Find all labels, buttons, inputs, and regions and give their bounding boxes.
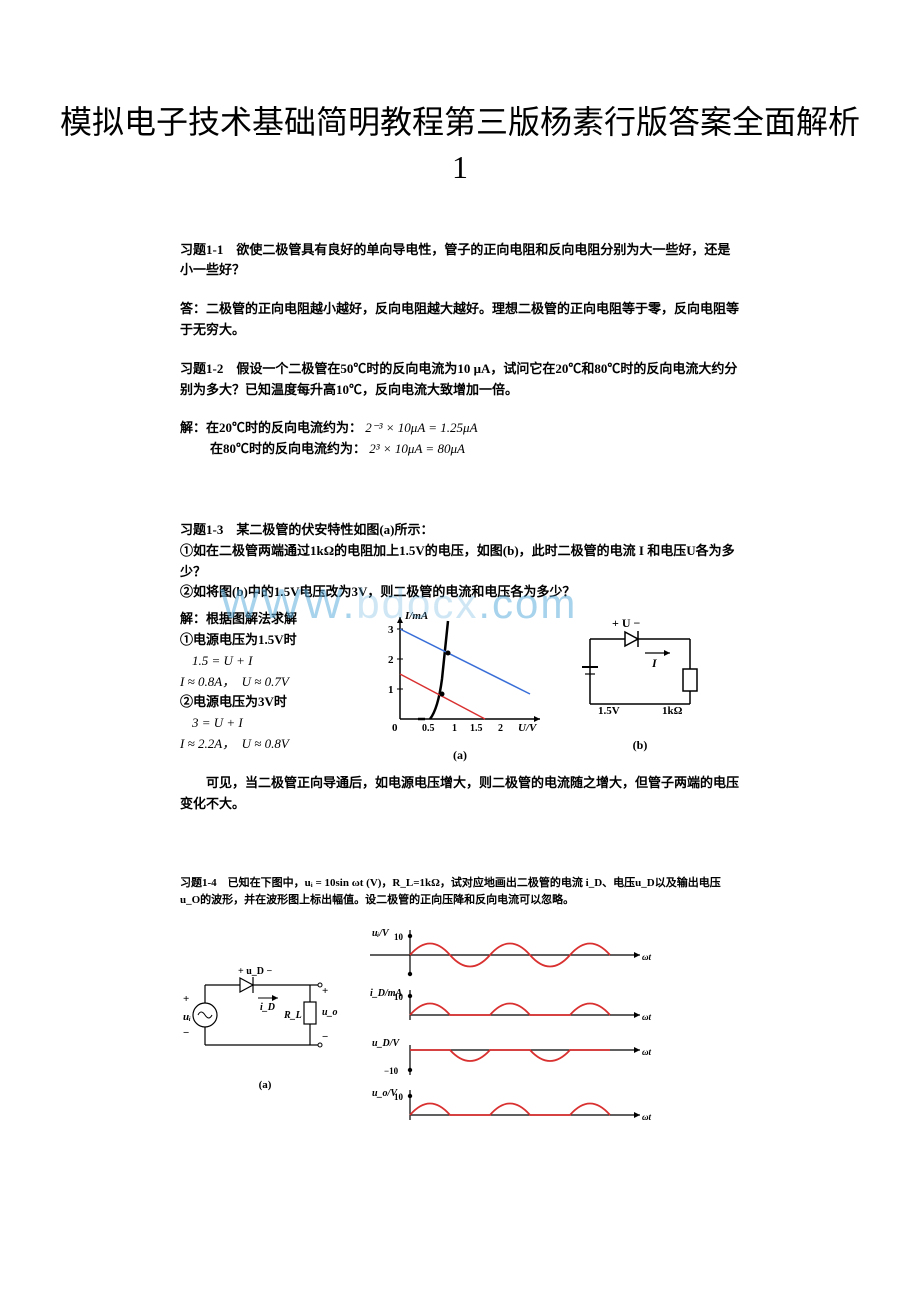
svg-text:3: 3 [388,624,394,636]
svg-text:1: 1 [452,723,457,734]
svg-text:I: I [651,656,658,670]
q4-circuit: + − uᵢ + u_D − i_D [180,960,350,1094]
q4-title: 习题1-4 已知在下图中，uᵢ = 10sin ωt (V)，R_L=1kΩ，试… [180,875,740,910]
svg-text:+: + [183,993,189,1005]
resistor-label: 1kΩ [662,705,683,717]
q3-case2-eq1: 3 = U + I [180,713,350,734]
svg-text:U/V: U/V [518,722,538,734]
q2-formula1: 2⁻³ × 10μA = 1.25μA [365,420,477,435]
svg-text:ωt: ωt [642,1047,652,1057]
u-label: + U − [612,616,641,630]
q3-p1: ①如在二极管两端通过1kΩ的电阻加上1.5V的电压，如图(b)，此时二极管的电流… [180,541,740,583]
svg-text:2: 2 [498,723,503,734]
svg-text:+ u_D −: + u_D − [238,966,272,977]
voltage-label: 1.5V [598,705,620,717]
svg-text:uᵢ/V: uᵢ/V [372,928,390,939]
q2-sol-label2: 在80℃时的反向电流约为： [210,441,366,456]
fig-b-label: (b) [570,736,710,755]
svg-text:0: 0 [392,722,398,734]
q3-case1-eq1: 1.5 = U + I [180,651,350,672]
svg-text:ωt: ωt [642,1112,652,1122]
problem-4: 习题1-4 已知在下图中，uᵢ = 10sin ωt (V)，R_L=1kΩ，试… [180,875,740,1157]
q3-title: 习题1-3 某二极管的伏安特性如图(a)所示： [180,520,740,541]
svg-text:u_D/V: u_D/V [372,1038,401,1049]
q3-conclusion: 可见，当二极管正向导通后，如电源电压增大，则二极管的电流随之增大，但管子两端的电… [180,773,740,815]
q3-case2-eq2: I ≈ 2.2A， U ≈ 0.8V [180,734,350,755]
q4-fig-label: (a) [180,1077,350,1095]
svg-text:uᵢ: uᵢ [183,1011,191,1023]
q4-waveforms: uᵢ/V 10 ωt i_D/mA 10 [370,920,660,1157]
problem-3: 习题1-3 某二极管的伏安特性如图(a)所示： ①如在二极管两端通过1kΩ的电阻… [180,520,740,815]
q2-solution-line2: 在80℃时的反向电流约为： 2³ × 10μA = 80μA [180,439,740,460]
q1-question: 习题1-1 欲使二极管具有良好的单向导电性，管子的正向电阻和反向电阻分别为大一些… [180,240,740,282]
svg-text:−10: −10 [384,1066,399,1076]
q1-answer: 答：二极管的正向电阻越小越好，反向电阻越大越好。理想二极管的正向电阻等于零，反向… [180,299,740,341]
svg-text:10: 10 [394,932,404,942]
page-title: 模拟电子技术基础简明教程第三版杨素行版答案全面解析 1 [60,100,860,190]
svg-text:−: − [322,1031,328,1043]
svg-text:u_o: u_o [322,1007,338,1018]
svg-text:ωt: ωt [642,952,652,962]
q3-sol-label: 解：根据图解法求解 [180,609,350,630]
svg-text:R_L: R_L [283,1010,302,1021]
svg-text:10: 10 [394,992,404,1002]
q2-question: 习题1-2 假设一个二极管在50℃时的反向电流为10 μA，试问它在20℃和80… [180,359,740,401]
svg-text:I/mA: I/mA [404,610,428,622]
svg-text:−: − [183,1027,189,1039]
q3-case1-eq2: I ≈ 0.8A， U ≈ 0.7V [180,672,350,693]
svg-text:10: 10 [394,1092,404,1102]
q2-formula2: 2³ × 10μA = 80μA [369,441,465,456]
problem-1: 习题1-1 欲使二极管具有良好的单向导电性，管子的正向电阻和反向电阻分别为大一些… [180,240,740,460]
svg-text:1: 1 [388,684,394,696]
svg-text:ωt: ωt [642,1012,652,1022]
q3-chart-a: 1 2 3 0.5 1 1.5 2 0 [370,609,550,765]
q2-solution-line1: 解：在20℃时的反向电流约为： 2⁻³ × 10μA = 1.25μA [180,418,740,439]
svg-text:+: + [322,985,328,997]
q3-circuit-b: + U − I [570,609,710,755]
fig-a-label: (a) [370,746,550,765]
svg-text:i_D: i_D [260,1002,275,1013]
svg-text:2: 2 [388,654,394,666]
q3-p2: ②如将图(b)中的1.5V电压改为3V，则二极管的电流和电压各为多少？ [180,582,740,603]
q2-sol-label1: 解：在20℃时的反向电流约为： [180,420,362,435]
svg-text:1.5: 1.5 [470,723,483,734]
q3-case2-label: ②电源电压为3V时 [180,692,350,713]
q3-case1-label: ①电源电压为1.5V时 [180,630,350,651]
svg-text:0.5: 0.5 [422,723,435,734]
